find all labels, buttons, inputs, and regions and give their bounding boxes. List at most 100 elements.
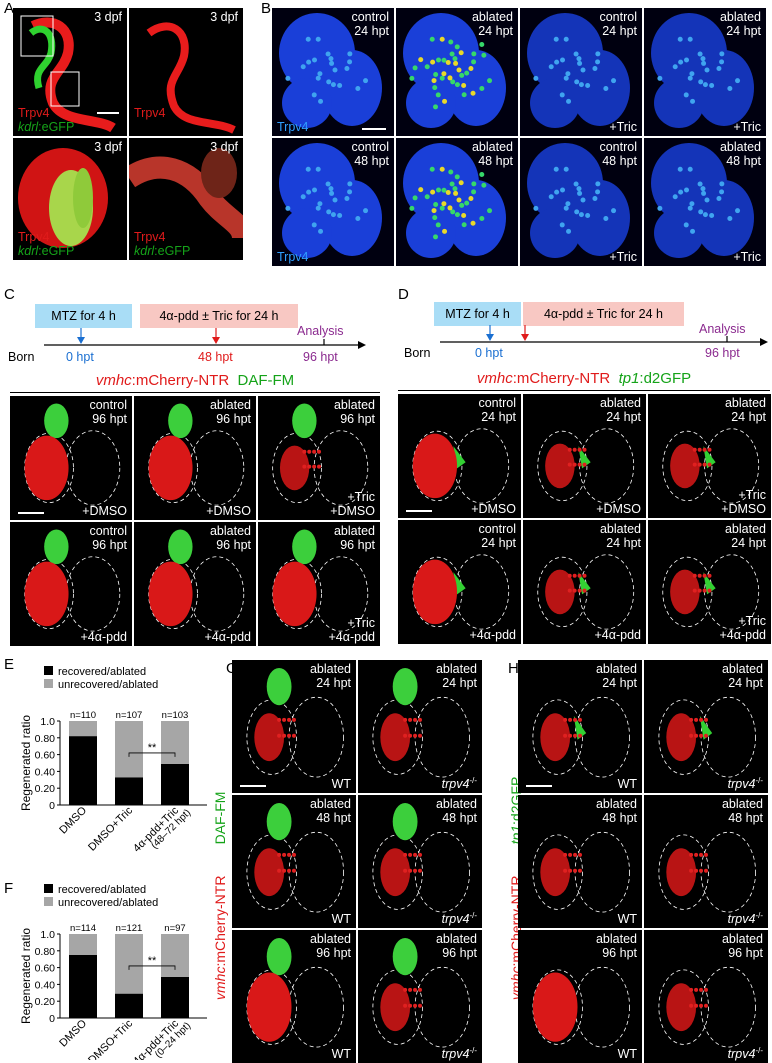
- bar: [161, 721, 189, 764]
- y-tick-label: 0.40: [35, 979, 56, 991]
- micrograph-b: ablated 24 hpt +Tric: [644, 8, 766, 136]
- treatment-label: +DMSO: [471, 502, 516, 516]
- micrograph-b: ablated 48 hpt +Tric: [644, 138, 766, 266]
- legend-swatch: [44, 666, 53, 675]
- bar: [69, 721, 97, 737]
- born-label: Born: [8, 350, 35, 364]
- heart-image: [527, 13, 630, 128]
- y-tick-label: 0.60: [35, 750, 56, 762]
- bar: [115, 777, 143, 805]
- y-tick-label: 0.20: [35, 996, 56, 1008]
- micrograph-c: ablated 96 hpt +Tric +4α-pdd: [258, 522, 380, 646]
- category-label: DMSO+Tric: [86, 804, 135, 853]
- significance-bracket: [128, 752, 176, 757]
- tile-title: ablated 96 hpt: [435, 932, 477, 960]
- tile-title: ablated 24 hpt: [721, 662, 763, 690]
- panel-g-side-label: vmhc:mCherry-NTR DAF-FM: [212, 791, 228, 1000]
- tile-title: ablated 48 hpt: [471, 140, 513, 168]
- t0-label: 0 hpt: [475, 346, 503, 360]
- tile-title: ablated 24 hpt: [471, 10, 513, 38]
- tile-title: ablated 24 hpt: [599, 396, 641, 424]
- treatment-label: +Tric +4α-pdd: [328, 616, 376, 644]
- treatment-label: +4α-pdd: [594, 628, 642, 642]
- tile-title: 3 dpf: [94, 10, 122, 24]
- legend-swatch: [44, 679, 53, 688]
- heart-image: [662, 428, 760, 504]
- treatment-label: +Tric: [609, 250, 637, 264]
- micrograph-h: ablated 24 hpt WT: [518, 660, 642, 793]
- micrograph-g: ablated 48 hpt WT: [232, 795, 356, 928]
- bar: [115, 993, 143, 1018]
- panel-label-b: B: [261, 0, 272, 17]
- micrograph-g: ablated 96 hpt WT: [232, 930, 356, 1063]
- scale-bar: [406, 510, 432, 512]
- genotype-label: WT: [331, 777, 351, 791]
- heart-image: [20, 15, 116, 133]
- heart-image: [658, 696, 757, 778]
- reporter-label: kdrl:eGFP: [18, 244, 75, 258]
- heart-image: [537, 554, 635, 630]
- n-label: n=97: [164, 923, 185, 934]
- micrograph-g: ablated 96 hpt trpv4-/-: [358, 930, 482, 1063]
- tile-title: 3 dpf: [210, 10, 238, 24]
- bar: [115, 934, 143, 994]
- legend-label: recovered/ablated: [58, 884, 146, 896]
- heart-image: [246, 667, 345, 778]
- y-tick-label: 0: [49, 800, 55, 812]
- analysis-label: Analysis: [699, 322, 746, 336]
- legend-label: recovered/ablated: [58, 666, 146, 678]
- tile-title: ablated 96 hpt: [595, 932, 637, 960]
- heart-image: [662, 554, 760, 630]
- heart-image: [658, 831, 757, 913]
- reporter-label: kdrl:eGFP: [18, 120, 75, 134]
- heart-image: [403, 13, 506, 128]
- heart-image: [532, 831, 631, 913]
- t1-label: 48 hpt: [198, 350, 233, 364]
- heart-image: [246, 802, 345, 913]
- micrograph-h: ablated 48 hpt trpv4-/-: [644, 795, 768, 928]
- panel-label-d: D: [398, 286, 409, 303]
- tile-title: ablated 96 hpt: [209, 524, 251, 552]
- t0-label: 0 hpt: [66, 350, 94, 364]
- heart-image: [148, 403, 245, 506]
- heart-image: [146, 22, 236, 134]
- panel-label-e: E: [4, 656, 15, 673]
- significance-label: **: [148, 955, 157, 967]
- heart-image: [279, 13, 382, 128]
- stain-label: Trpv4: [277, 120, 309, 134]
- treatment-label: +DMSO: [82, 504, 127, 518]
- genotype-label: trpv4-/-: [727, 775, 763, 791]
- bar: [161, 934, 189, 977]
- reporter-label: kdrl:eGFP: [134, 244, 191, 258]
- micrograph-b: ablated 48 hpt: [396, 138, 518, 266]
- panel-c-header: vmhc:mCherry-NTR DAF-FM: [95, 372, 295, 389]
- stain-label: Trpv4: [134, 106, 166, 120]
- micrograph-g: ablated 24 hpt WT: [232, 660, 356, 793]
- treatment-box: 4α-pdd ± Tric for 24 h: [140, 304, 298, 328]
- tile-title: control 96 hpt: [89, 398, 127, 426]
- genotype-label: trpv4-/-: [441, 775, 477, 791]
- treatment-label: +DMSO: [596, 502, 641, 516]
- heart-image: [372, 802, 471, 913]
- y-tick-label: 0.80: [35, 946, 56, 958]
- micrograph-a4: 3 dpf Trpv4 kdrl:eGFP: [129, 138, 243, 260]
- n-label: n=110: [70, 710, 96, 721]
- tile-title: control 48 hpt: [351, 140, 389, 168]
- treatment-label: +4α-pdd: [204, 630, 252, 644]
- legend-label: unrecovered/ablated: [58, 679, 158, 691]
- genotype-label: WT: [331, 912, 351, 926]
- bar: [69, 934, 97, 955]
- y-axis-label: Regenerated ratio: [19, 715, 33, 811]
- heart-image: [537, 428, 635, 504]
- heart-image: [403, 143, 506, 258]
- micrograph-d: control 24 hpt +DMSO: [398, 394, 521, 518]
- scale-bar: [526, 785, 552, 787]
- significance-label: **: [148, 742, 157, 754]
- stain-label: Trpv4: [18, 106, 50, 120]
- genotype-label: WT: [617, 912, 637, 926]
- legend-label: unrecovered/ablated: [58, 897, 158, 909]
- heart-image: [279, 143, 382, 258]
- treatment-label: +4α-pdd: [80, 630, 128, 644]
